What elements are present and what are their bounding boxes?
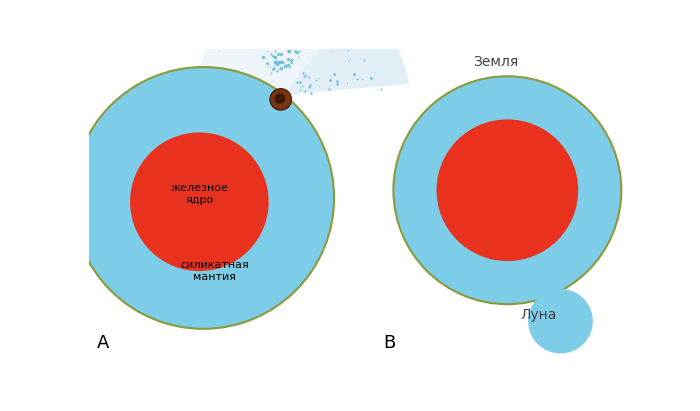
Text: A: A	[97, 334, 109, 352]
Circle shape	[130, 132, 269, 271]
Polygon shape	[199, 0, 369, 95]
Polygon shape	[200, 26, 284, 95]
Text: железное
ядро: железное ядро	[170, 183, 228, 205]
Circle shape	[274, 93, 286, 104]
Polygon shape	[284, 0, 409, 95]
Circle shape	[528, 289, 593, 353]
Circle shape	[437, 119, 578, 261]
Text: Земля: Земля	[473, 55, 518, 69]
Text: B: B	[384, 334, 395, 352]
Circle shape	[72, 67, 334, 329]
Circle shape	[393, 76, 622, 304]
Circle shape	[270, 89, 291, 110]
Text: Луна: Луна	[521, 308, 556, 322]
Text: силикатная
мантия: силикатная мантия	[181, 260, 249, 282]
